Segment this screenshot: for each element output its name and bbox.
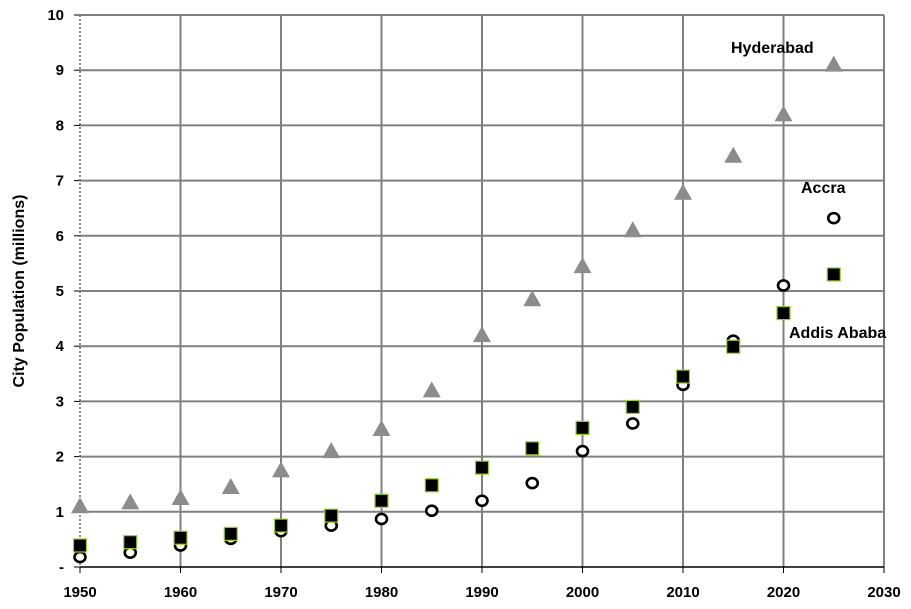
data-points xyxy=(71,55,843,564)
point-addis-ababa xyxy=(675,369,691,384)
x-tick-labels: 1950 1960 1970 1980 1990 2000 2010 2020 2030 xyxy=(63,584,900,601)
point-hyderabad xyxy=(171,489,190,505)
point-addis-ababa xyxy=(72,538,88,553)
point-hyderabad xyxy=(372,420,391,436)
point-accra xyxy=(625,417,640,430)
x-tick-label: 1960 xyxy=(164,584,197,601)
point-addis-ababa xyxy=(424,478,439,493)
point-addis-ababa xyxy=(726,339,741,354)
y-axis-title: City Population (millions) xyxy=(11,195,28,388)
point-addis-ababa xyxy=(826,267,841,282)
point-hyderabad xyxy=(523,290,542,307)
y-tick-labels: - 1 2 3 4 5 6 7 8 9 10 xyxy=(47,7,64,576)
x-tick-label: 1950 xyxy=(63,584,96,601)
point-hyderabad xyxy=(724,146,743,163)
point-accra xyxy=(575,444,590,458)
y-tick-label: - xyxy=(59,559,64,576)
point-hyderabad xyxy=(473,326,491,343)
grid-lines xyxy=(80,14,885,567)
y-tick-label: 7 xyxy=(56,173,64,190)
point-addis-ababa xyxy=(173,530,188,545)
label-accra: Accra xyxy=(801,180,846,197)
y-tick-label: 10 xyxy=(47,7,64,24)
point-addis-ababa xyxy=(575,420,590,435)
point-hyderabad xyxy=(774,105,793,122)
point-hyderabad xyxy=(422,381,441,398)
point-hyderabad xyxy=(623,221,642,238)
x-tick-label: 2030 xyxy=(867,584,900,601)
point-accra xyxy=(424,504,439,517)
x-tick-label: 2020 xyxy=(767,584,800,601)
point-accra xyxy=(776,279,791,292)
point-hyderabad xyxy=(71,497,89,514)
point-hyderabad xyxy=(272,461,290,478)
x-tick-label: 1990 xyxy=(465,584,498,601)
point-addis-ababa xyxy=(123,535,138,550)
point-addis-ababa xyxy=(374,493,389,508)
axes xyxy=(74,14,885,573)
y-tick-label: 2 xyxy=(56,449,64,466)
point-accra xyxy=(525,476,540,490)
point-accra xyxy=(475,494,489,508)
point-accra xyxy=(826,211,841,225)
point-hyderabad xyxy=(573,257,592,274)
x-tick-label: 1970 xyxy=(264,584,297,601)
point-hyderabad xyxy=(674,183,692,200)
x-tick-label: 2010 xyxy=(666,584,699,601)
y-tick-label: 6 xyxy=(56,228,64,245)
point-addis-ababa xyxy=(324,508,339,523)
x-tick-label: 1980 xyxy=(365,584,398,601)
point-addis-ababa xyxy=(776,305,791,321)
point-addis-ababa xyxy=(223,526,238,541)
point-addis-ababa xyxy=(625,399,640,415)
point-hyderabad xyxy=(121,493,140,510)
y-tick-label: 8 xyxy=(56,117,64,134)
point-hyderabad xyxy=(322,442,341,459)
point-hyderabad xyxy=(824,55,843,72)
y-tick-label: 4 xyxy=(56,338,65,355)
point-accra xyxy=(374,512,389,526)
point-addis-ababa xyxy=(474,460,490,475)
point-addis-ababa xyxy=(525,441,540,456)
y-tick-label: 3 xyxy=(56,393,64,410)
y-tick-label: 5 xyxy=(56,283,64,300)
x-tick-label: 2000 xyxy=(566,584,599,601)
label-addis-ababa: Addis Ababa xyxy=(789,325,886,342)
y-tick-label: 1 xyxy=(56,504,64,521)
point-accra xyxy=(73,550,87,564)
y-tick-label: 9 xyxy=(56,62,64,79)
label-hyderabad: Hyderabad xyxy=(731,40,814,57)
point-hyderabad xyxy=(221,477,240,494)
point-addis-ababa xyxy=(273,518,289,533)
